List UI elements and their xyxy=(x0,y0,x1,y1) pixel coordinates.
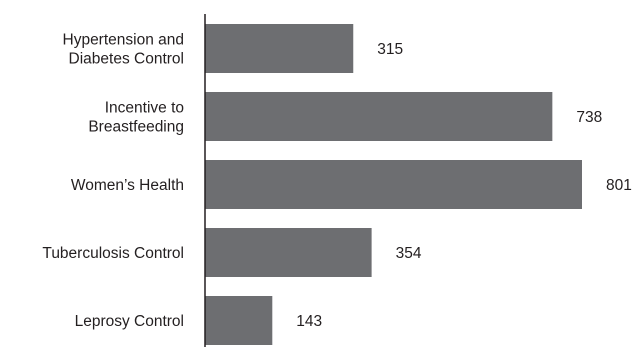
category-label-1-line-1: Breastfeeding xyxy=(88,119,184,136)
category-labels-group: Hypertension and Diabetes Control Incentiv… xyxy=(42,32,184,331)
value-label-2: 801 xyxy=(606,177,632,194)
value-label-3: 354 xyxy=(396,245,422,262)
bar-1 xyxy=(205,92,553,141)
bar-4 xyxy=(205,296,273,345)
category-label-2: Women’s Health xyxy=(71,177,184,194)
category-label-2-line-0: Women’s Health xyxy=(71,177,184,194)
category-label-3: Tuberculosis Control xyxy=(42,245,184,262)
bar-2 xyxy=(205,160,582,209)
category-label-1: Incentive to Breastfeeding xyxy=(88,100,184,136)
value-label-1: 738 xyxy=(576,109,602,126)
category-label-4-line-0: Leprosy Control xyxy=(75,313,184,330)
value-label-4: 143 xyxy=(296,313,322,330)
bar-3 xyxy=(205,228,372,277)
bars-group xyxy=(205,24,582,345)
category-label-4: Leprosy Control xyxy=(75,313,184,330)
category-label-0-line-1: Diabetes Control xyxy=(69,51,184,68)
category-label-1-line-0: Incentive to xyxy=(105,100,184,117)
category-label-0: Hypertension and Diabetes Control xyxy=(63,32,185,68)
category-label-3-line-0: Tuberculosis Control xyxy=(42,245,184,262)
bar-0 xyxy=(205,24,354,73)
value-labels-group: 315 738 801 354 143 xyxy=(296,41,632,330)
category-label-0-line-0: Hypertension and xyxy=(63,32,185,49)
value-label-0: 315 xyxy=(377,41,403,58)
